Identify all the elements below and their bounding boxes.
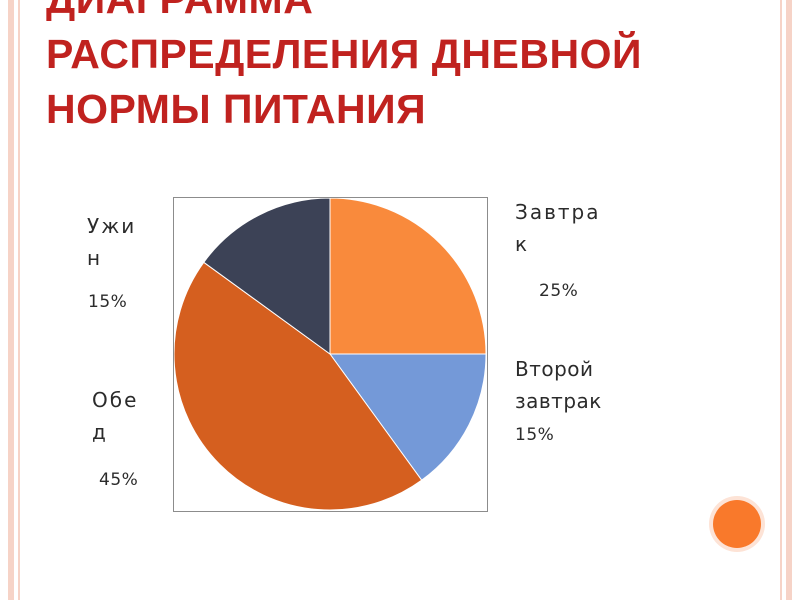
- value-lunch: 45%: [99, 470, 139, 490]
- label-dinner: Ужи н: [87, 210, 136, 274]
- pie-chart-area: [173, 197, 488, 512]
- title-line-1: ДИАГРАММА: [46, 0, 766, 27]
- pie-slice-dinner: [203, 198, 331, 355]
- label-breakfast-line-2: к: [515, 232, 530, 256]
- slide-frame-left: [8, 0, 14, 600]
- value-dinner: 15%: [88, 292, 128, 312]
- label-lunch-line-1: Обе: [92, 388, 139, 412]
- label-breakfast: Завтра к: [515, 196, 600, 260]
- pie-slice-second-breakfast: [329, 353, 487, 481]
- slide-frame-left-thin: [18, 0, 20, 600]
- pie-slice-lunch: [174, 261, 423, 511]
- value-breakfast: 25%: [539, 281, 579, 301]
- pie-slice-breakfast: [329, 198, 487, 355]
- label-dinner-line-1: Ужи: [87, 214, 137, 238]
- title-line-3: НОРМЫ ПИТАНИЯ: [46, 86, 427, 132]
- value-second-breakfast: 15%: [515, 425, 555, 445]
- title-line-2: РАСПРЕДЕЛЕНИЯ ДНЕВНОЙ: [46, 31, 642, 77]
- accent-circle: [713, 500, 761, 548]
- label-lunch: Обе д: [92, 384, 138, 448]
- label-breakfast-line-1: Завтра: [515, 200, 601, 224]
- label-second-breakfast-line-1: Второй: [515, 357, 594, 381]
- slide-frame-right-thin: [780, 0, 782, 600]
- label-second-breakfast: Второй завтрак: [515, 353, 602, 417]
- slide-title: ДИАГРАММА РАСПРЕДЕЛЕНИЯ ДНЕВНОЙ НОРМЫ ПИ…: [46, 0, 766, 137]
- label-dinner-line-2: н: [87, 246, 103, 270]
- pie-chart: [174, 198, 487, 511]
- slide-frame-right: [786, 0, 792, 600]
- label-second-breakfast-line-2: завтрак: [515, 389, 602, 413]
- label-lunch-line-2: д: [92, 420, 108, 444]
